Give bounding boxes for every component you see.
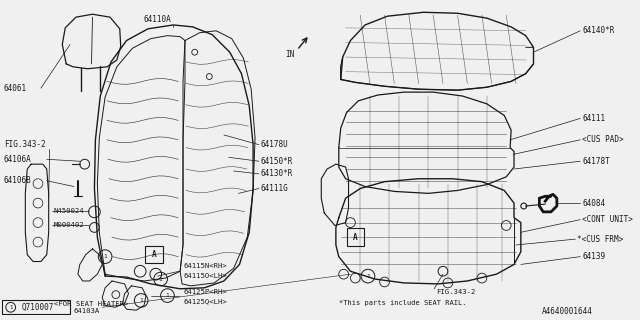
Text: 64125Q<LH>: 64125Q<LH> [183,299,227,304]
Text: 64130*R: 64130*R [261,169,293,178]
Text: 1: 1 [140,298,143,303]
Text: 64178U: 64178U [261,140,289,149]
Bar [145,246,163,263]
Text: N450024: N450024 [54,208,84,214]
Text: <CONT UNIT>: <CONT UNIT> [582,215,633,224]
Text: M000402: M000402 [54,222,84,228]
Text: Q710007: Q710007 [21,303,54,312]
Text: 64178T: 64178T [582,157,610,166]
Text: *<CUS FRM>: *<CUS FRM> [577,235,623,244]
Text: A: A [353,233,358,242]
Text: IN: IN [285,50,295,59]
Text: 64103A: 64103A [73,308,99,314]
Text: 64150*R: 64150*R [261,157,293,166]
Text: 1: 1 [103,254,107,259]
Text: FIG.343-2: FIG.343-2 [436,289,476,295]
Text: 64084: 64084 [582,199,605,208]
Text: 64106B: 64106B [4,176,31,185]
Text: 64140*R: 64140*R [582,26,614,35]
Text: 1: 1 [159,276,163,282]
Text: 64139: 64139 [582,252,605,261]
Text: 64115O<LH>: 64115O<LH> [183,273,227,279]
Text: A: A [152,250,156,259]
Text: FIG.343-2: FIG.343-2 [4,140,45,149]
Text: 64111: 64111 [582,114,605,123]
Text: 64061: 64061 [4,84,27,93]
Text: 1: 1 [366,274,370,279]
Text: 1: 1 [9,305,12,310]
Bar [347,228,364,246]
Text: A4640001644: A4640001644 [542,307,593,316]
Text: 1: 1 [166,293,170,298]
Text: 64125P<RH>: 64125P<RH> [183,289,227,295]
Text: <CUS PAD>: <CUS PAD> [582,135,624,144]
Text: 64111G: 64111G [261,184,289,193]
Text: 64110A: 64110A [144,15,172,24]
Text: <FOR SEAT HEATER>: <FOR SEAT HEATER> [54,301,128,307]
Text: 64115N<RH>: 64115N<RH> [183,263,227,269]
Text: *This parts include SEAT RAIL.: *This parts include SEAT RAIL. [339,300,467,306]
Text: 64106A: 64106A [4,155,31,164]
